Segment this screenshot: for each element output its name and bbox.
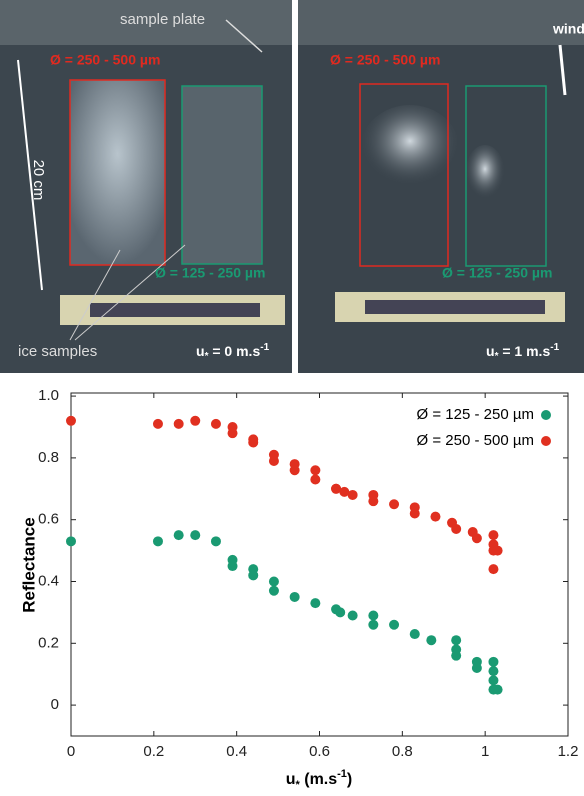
photo-label: sample plate — [120, 11, 205, 28]
legend-marker — [541, 410, 551, 420]
point — [66, 415, 76, 426]
legend-label: Ø = 125 - 250 µm — [417, 406, 534, 423]
point — [227, 561, 238, 572]
point — [210, 536, 221, 547]
point — [488, 656, 499, 667]
point — [492, 684, 503, 695]
point — [190, 530, 201, 541]
photo-label: Ø = 250 - 500 µm — [330, 52, 440, 68]
point — [488, 666, 499, 677]
y-tick-label: 1.0 — [38, 387, 59, 404]
point — [331, 483, 342, 494]
point — [488, 675, 499, 686]
x-tick-label: 0 — [67, 743, 75, 760]
photo-label: u* = 0 m.s-1 — [196, 342, 270, 362]
point — [335, 607, 346, 618]
point — [268, 455, 279, 466]
point — [152, 536, 163, 547]
photo-right: wind Ø = 250 - 500 µm Ø = 125 - 250 µm u… — [298, 0, 584, 373]
point — [173, 530, 184, 541]
point — [409, 508, 420, 519]
photo-label: Ø = 125 - 250 µm — [155, 265, 265, 281]
point — [451, 635, 462, 646]
point — [289, 591, 300, 602]
y-tick-label: 0 — [51, 696, 59, 713]
y-tick-label: 0.8 — [38, 449, 59, 466]
y-axis-label: Reflectance — [19, 517, 38, 612]
point — [268, 585, 279, 596]
point — [347, 610, 358, 621]
x-axis-label: u* (m.s-1) — [286, 768, 353, 791]
point — [152, 418, 163, 429]
point — [310, 474, 321, 485]
x-tick-label: 0.4 — [226, 743, 247, 760]
photo-label: wind — [552, 21, 584, 37]
point — [347, 489, 358, 500]
x-tick-label: 1 — [481, 743, 489, 760]
photo-label: Ø = 125 - 250 µm — [442, 265, 552, 281]
point — [310, 465, 321, 476]
x-tick-label: 0.6 — [309, 743, 330, 760]
y-tick-label: 0.6 — [38, 511, 59, 528]
point — [430, 511, 441, 522]
point — [368, 496, 379, 507]
point — [173, 418, 184, 429]
point — [426, 635, 437, 646]
x-tick-label: 0.8 — [392, 743, 413, 760]
point — [471, 663, 482, 674]
point — [389, 499, 400, 510]
point — [471, 533, 482, 544]
photo-label: ice samples — [18, 343, 97, 360]
y-tick-label: 0.2 — [38, 634, 59, 651]
point — [368, 610, 379, 621]
photo-label: u* = 1 m.s-1 — [486, 342, 560, 362]
point — [268, 576, 279, 587]
point — [227, 428, 238, 439]
point — [190, 415, 201, 426]
point — [488, 564, 499, 575]
point — [488, 530, 499, 541]
point — [210, 418, 221, 429]
point — [248, 437, 259, 448]
point — [389, 619, 400, 630]
photo-label: 20 cm — [30, 160, 47, 201]
point — [451, 523, 462, 534]
y-tick-label: 0.4 — [38, 572, 59, 589]
legend-marker — [541, 436, 551, 446]
point — [368, 619, 379, 630]
point — [248, 570, 259, 581]
point — [310, 598, 321, 609]
x-tick-label: 0.2 — [143, 743, 164, 760]
point — [339, 486, 350, 497]
point — [451, 650, 462, 661]
x-tick-label: 1.2 — [558, 743, 579, 760]
point — [409, 629, 420, 640]
legend-label: Ø = 250 - 500 µm — [417, 432, 534, 449]
photo-left: sample plate Ø = 250 - 500 µm 20 cm Ø = … — [0, 0, 292, 373]
photo-label: Ø = 250 - 500 µm — [50, 52, 160, 68]
point — [66, 536, 76, 547]
point — [492, 545, 503, 556]
point — [289, 465, 300, 476]
